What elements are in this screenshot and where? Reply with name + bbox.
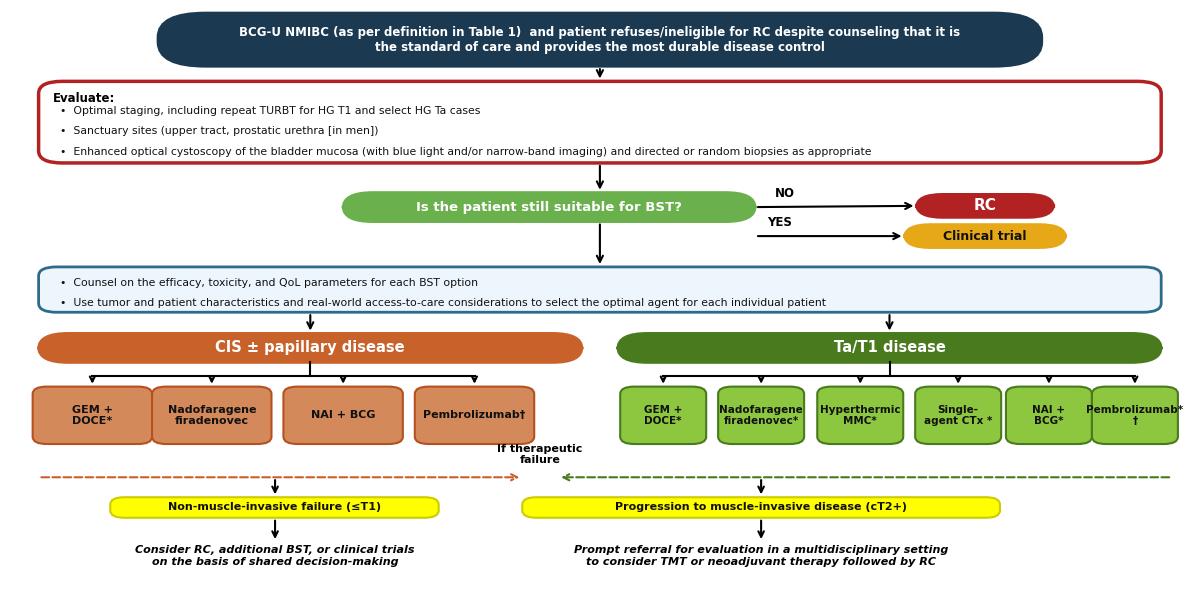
Text: Nadofaragene
firadenovec: Nadofaragene firadenovec xyxy=(168,404,256,426)
Text: NAI + BCG: NAI + BCG xyxy=(311,411,376,420)
FancyBboxPatch shape xyxy=(905,224,1066,248)
Text: •  Use tumor and patient characteristics and real-world access-to-care considera: • Use tumor and patient characteristics … xyxy=(60,298,826,308)
Text: Clinical trial: Clinical trial xyxy=(943,229,1027,243)
Text: YES: YES xyxy=(767,216,792,229)
Text: GEM +
DOCE*: GEM + DOCE* xyxy=(72,404,113,426)
FancyBboxPatch shape xyxy=(1092,387,1178,444)
FancyBboxPatch shape xyxy=(283,387,403,444)
FancyBboxPatch shape xyxy=(618,334,1162,362)
Text: CIS ± papillary disease: CIS ± papillary disease xyxy=(216,340,406,356)
FancyBboxPatch shape xyxy=(158,13,1042,66)
Text: Ta/T1 disease: Ta/T1 disease xyxy=(834,340,946,356)
FancyBboxPatch shape xyxy=(110,497,439,518)
Text: Nadofaragene
firadenovec*: Nadofaragene firadenovec* xyxy=(719,404,803,426)
FancyBboxPatch shape xyxy=(817,387,904,444)
FancyBboxPatch shape xyxy=(38,81,1162,163)
FancyBboxPatch shape xyxy=(38,267,1162,312)
FancyBboxPatch shape xyxy=(620,387,706,444)
Text: If therapeutic
failure: If therapeutic failure xyxy=(498,443,583,465)
Text: •  Sanctuary sites (upper tract, prostatic urethra [in men]): • Sanctuary sites (upper tract, prostati… xyxy=(60,126,379,136)
Text: NAI +
BCG*: NAI + BCG* xyxy=(1032,404,1066,426)
FancyBboxPatch shape xyxy=(415,387,534,444)
FancyBboxPatch shape xyxy=(718,387,804,444)
FancyBboxPatch shape xyxy=(152,387,271,444)
Text: Progression to muscle-invasive disease (cT2+): Progression to muscle-invasive disease (… xyxy=(616,503,907,512)
FancyBboxPatch shape xyxy=(1006,387,1092,444)
Text: NO: NO xyxy=(775,187,796,200)
FancyBboxPatch shape xyxy=(32,387,152,444)
Text: •  Enhanced optical cystoscopy of the bladder mucosa (with blue light and/or nar: • Enhanced optical cystoscopy of the bla… xyxy=(60,146,871,157)
Text: Evaluate:: Evaluate: xyxy=(53,92,115,106)
FancyBboxPatch shape xyxy=(343,193,755,221)
Text: RC: RC xyxy=(973,198,996,213)
Text: •  Optimal staging, including repeat TURBT for HG T1 and select HG Ta cases: • Optimal staging, including repeat TURB… xyxy=(60,106,480,115)
Text: Hyperthermic
MMC*: Hyperthermic MMC* xyxy=(820,404,900,426)
Text: Non-muscle-invasive failure (≤T1): Non-muscle-invasive failure (≤T1) xyxy=(168,503,382,512)
Text: Prompt referral for evaluation in a multidisciplinary setting
to consider TMT or: Prompt referral for evaluation in a mult… xyxy=(574,545,948,567)
Text: Single-
agent CTx *: Single- agent CTx * xyxy=(924,404,992,426)
Text: •  Counsel on the efficacy, toxicity, and QoL parameters for each BST option: • Counsel on the efficacy, toxicity, and… xyxy=(60,278,478,288)
FancyBboxPatch shape xyxy=(38,334,582,362)
Text: Pembrolizumab*
†: Pembrolizumab* † xyxy=(1086,404,1183,426)
Text: Pembrolizumab†: Pembrolizumab† xyxy=(424,411,526,420)
Text: Is the patient still suitable for BST?: Is the patient still suitable for BST? xyxy=(416,201,682,213)
FancyBboxPatch shape xyxy=(917,195,1054,217)
FancyBboxPatch shape xyxy=(522,497,1000,518)
Text: Consider RC, additional BST, or clinical trials
on the basis of shared decision-: Consider RC, additional BST, or clinical… xyxy=(136,545,415,567)
Text: GEM +
DOCE*: GEM + DOCE* xyxy=(644,404,683,426)
Text: BCG-U NMIBC (as per definition in Table 1)  and patient refuses/ineligible for R: BCG-U NMIBC (as per definition in Table … xyxy=(239,26,960,54)
FancyBboxPatch shape xyxy=(916,387,1001,444)
